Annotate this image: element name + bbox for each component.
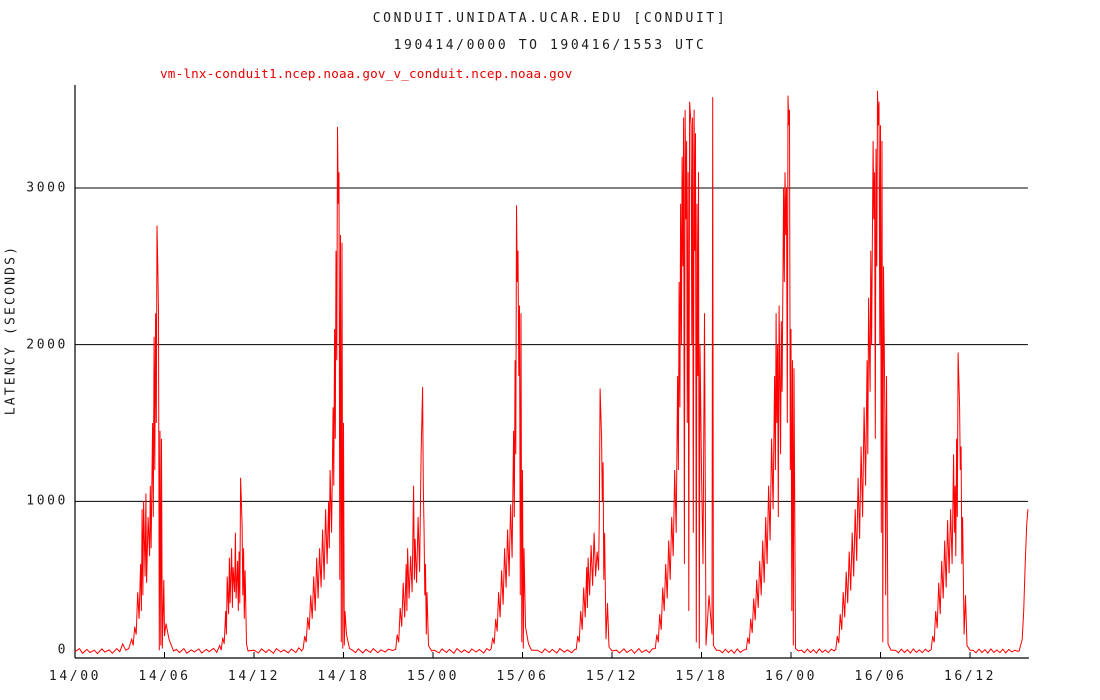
y-tick-label-2000: 2000 [26, 337, 68, 353]
x-tick-label-14-18: 14/18 [317, 669, 370, 684]
chart-title: CONDUIT.UNIDATA.UCAR.EDU [CONDUIT] [372, 11, 728, 26]
x-tick-label-16-06: 16/06 [854, 669, 907, 684]
y-tick-label-3000: 3000 [26, 180, 68, 196]
y-tick-label-0: 0 [57, 642, 68, 658]
series-legend-label: vm-lnx-conduit1.ncep.noaa.gov_v_conduit.… [160, 66, 573, 81]
x-tick-label-15-00: 15/00 [406, 669, 460, 684]
x-tick-label-15-06: 15/06 [496, 669, 549, 684]
y-tick-label-1000: 1000 [26, 493, 68, 509]
latency-series-line [74, 90, 1029, 655]
x-tick-label-15-12: 15/12 [585, 669, 639, 684]
x-tick-label-14-06: 14/06 [138, 669, 191, 684]
x-tick-label-16-12: 16/12 [943, 669, 997, 684]
x-tick-label-15-18: 15/18 [675, 669, 728, 684]
x-tick-label-16-00: 16/00 [764, 669, 818, 684]
x-tick-label-14-12: 14/12 [227, 669, 281, 684]
chart-subtitle: 190414/0000 TO 190416/1553 UTC [393, 38, 707, 53]
x-tick-label-14-00: 14/00 [48, 669, 102, 684]
